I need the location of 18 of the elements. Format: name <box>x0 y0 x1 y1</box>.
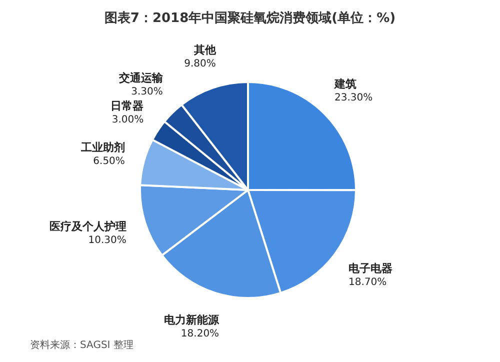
slice-label: 医疗及个人护理 <box>49 220 126 234</box>
slice-label: 建筑 <box>333 78 356 91</box>
slice-label: 其他 <box>192 44 217 57</box>
chart-title: 图表7：2018年中国聚硅氧烷消费领域(单位：%) <box>104 10 396 26</box>
data-label: 23.30% <box>334 92 373 104</box>
data-label: 3.00% <box>112 114 144 126</box>
slice-label: 交通运输 <box>118 72 164 85</box>
data-label: 9.80% <box>184 58 216 70</box>
data-label: 18.70% <box>348 276 387 288</box>
data-label: 6.50% <box>93 156 125 167</box>
slice-label: 电子电器 <box>348 262 393 275</box>
slice-label: 电力新能源 <box>164 313 220 326</box>
slice-label: 日常器 <box>110 100 144 113</box>
text: 资料来源：SAGSI 整理 <box>30 339 134 351</box>
data-label: 10.30% <box>88 235 126 246</box>
data-label: 3.30% <box>131 86 163 98</box>
data-label: 18.20% <box>180 328 220 340</box>
slice-label: 工业助剂 <box>80 140 125 154</box>
